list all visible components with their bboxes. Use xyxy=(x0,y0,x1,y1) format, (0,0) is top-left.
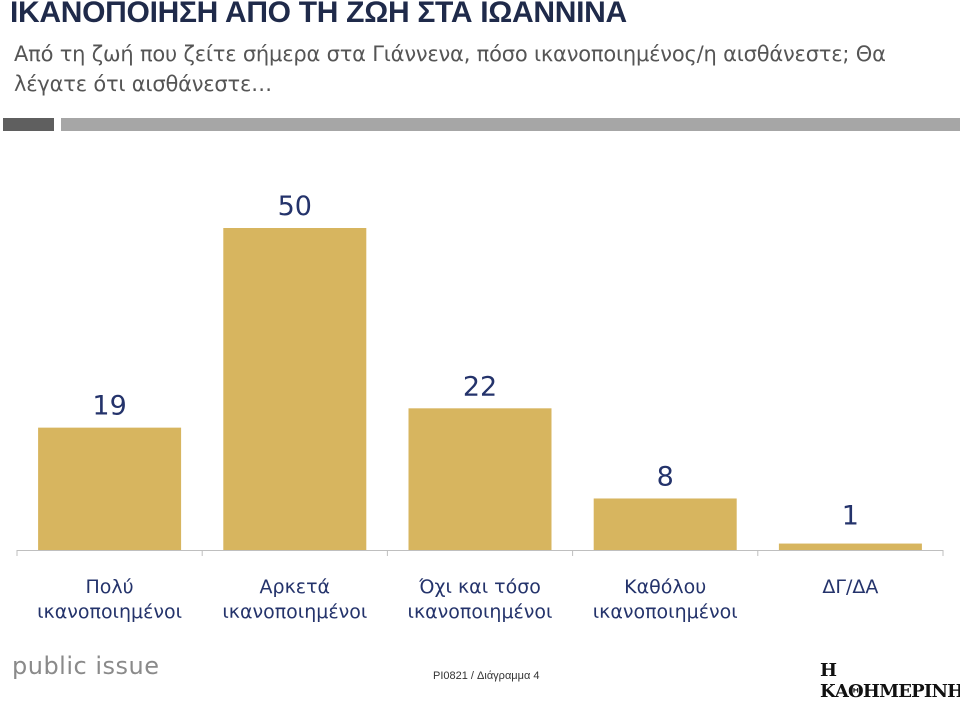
brand-logo: public issue xyxy=(12,652,160,680)
category-label-line: Αρκετά xyxy=(259,576,331,598)
chart-code: PI0821 / Διάγραμμα 4 xyxy=(433,670,540,682)
category-label-line: ικανοποιημένοι xyxy=(407,601,553,623)
data-label: 19 xyxy=(92,391,126,422)
header-rule-light xyxy=(61,118,960,131)
category-label: Αρκετά ικανοποιημένοι xyxy=(203,575,387,625)
data-label: 22 xyxy=(463,371,497,402)
category-label-line: Όχι και τόσο xyxy=(419,576,541,598)
bar xyxy=(593,498,737,550)
data-label: 1 xyxy=(842,501,859,532)
publisher-logo: Η ΚΑΘΗΜΕΡΙΝΗ xyxy=(820,660,960,702)
category-label: ΔΓ/ΔΑ xyxy=(758,575,942,600)
category-label-line: ΔΓ/ΔΑ xyxy=(822,576,879,598)
chart-subtitle: Από τη ζωή που ζείτε σήμερα στα Γιάννενα… xyxy=(14,42,886,96)
category-label-line: Πολύ xyxy=(85,576,134,598)
chart-title: ΙΚΑΝΟΠΟΙΗΣΗ ΑΠΟ ΤΗ ΖΩΗ ΣΤΑ ΙΩΑΝΝΙΝΑ xyxy=(10,0,627,29)
data-label: 50 xyxy=(278,191,312,222)
category-label-line: ικανοποιημένοι xyxy=(37,601,183,623)
bar xyxy=(223,228,367,550)
bar xyxy=(38,427,182,550)
bar xyxy=(778,543,922,550)
bar-chart: 19 50 22 8 1 xyxy=(16,191,944,556)
header-rule-dark xyxy=(3,118,54,131)
category-label-line: Καθόλου xyxy=(624,576,707,598)
category-label-line: ικανοποιημένοι xyxy=(592,601,738,623)
data-label: 8 xyxy=(657,461,674,492)
bar xyxy=(408,408,552,550)
category-label: Πολύ ικανοποιημένοι xyxy=(18,575,202,625)
category-label-line: ικανοποιημένοι xyxy=(222,601,368,623)
category-label: Όχι και τόσο ικανοποιημένοι xyxy=(388,575,572,625)
category-label: Καθόλου ικανοποιημένοι xyxy=(573,575,757,625)
